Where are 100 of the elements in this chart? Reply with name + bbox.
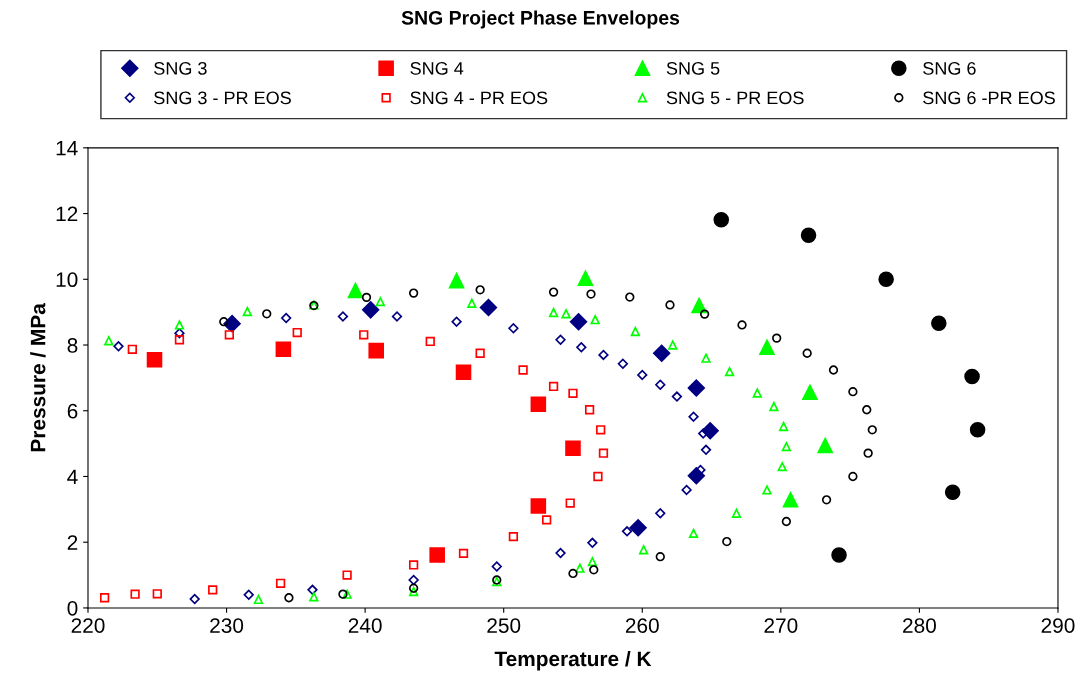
point [542,515,552,525]
point [491,561,502,572]
point [817,437,833,454]
point [508,531,519,542]
point [586,289,596,299]
y-tick-label: 6 [67,403,78,419]
point [621,526,633,537]
point [590,315,600,325]
x-tick-label: 280 [903,618,936,633]
point [587,556,598,567]
point [530,396,547,412]
point [555,334,566,345]
point [208,585,218,595]
point [280,312,292,324]
x-tick-label: 270 [764,618,798,633]
point [361,292,372,303]
x-tick-label: 240 [348,618,382,633]
point [359,330,369,340]
point [307,584,318,596]
y-tick-label: 14 [56,141,78,156]
point [687,379,706,397]
point [275,578,286,588]
point [338,589,348,599]
x-tick-label: 250 [487,618,521,633]
point [688,528,699,538]
y-tick-label: 8 [67,338,78,353]
point [458,548,469,559]
point [347,282,364,299]
point [577,270,594,287]
point [862,405,872,415]
point [292,327,302,338]
point [342,570,352,580]
point [655,379,666,390]
point [104,336,114,346]
point [777,461,787,472]
point [152,589,162,599]
point [655,508,666,519]
point [665,300,675,310]
point [617,358,629,369]
point [752,388,762,398]
point [828,365,839,375]
legend-label: SNG 3 - PR EOS [154,91,291,105]
point [598,448,609,458]
y-tick-label: 4 [67,469,78,485]
y-tick-label: 12 [56,206,78,222]
point [781,441,792,452]
x-tick-label: 290 [1041,618,1075,633]
point [565,498,575,508]
legend-label: SNG 5 [666,61,720,75]
point [821,495,832,505]
point [425,336,435,347]
point [569,312,588,331]
y-axis-title: Pressure / MPa [30,303,46,452]
point [284,593,294,603]
point [113,341,124,352]
point [700,444,712,456]
point [174,328,185,339]
point [737,320,747,330]
point [722,536,732,547]
point [593,471,603,482]
point [467,298,477,308]
point [375,296,386,307]
point [408,583,419,593]
x-tick-label: 230 [210,618,244,633]
x-axis-title: Temperature / K [494,650,652,671]
legend-label: SNG 6 [923,61,976,75]
point [479,298,498,317]
point [831,547,847,563]
point [688,411,699,422]
point [637,369,648,381]
point [848,471,858,482]
point [368,342,384,359]
legend-label: SNG 4 - PR EOS [410,91,548,105]
point [408,560,419,570]
point [671,391,683,402]
point [219,317,229,327]
point [548,287,559,297]
point [448,272,465,289]
y-tick-label: 0 [67,600,78,616]
point [668,340,678,350]
point [724,366,735,377]
point [589,565,599,575]
point [598,349,609,361]
point [848,387,858,397]
point [781,516,792,527]
point [408,574,419,586]
point [802,384,818,401]
point [778,421,789,432]
point [530,498,547,514]
point [699,309,710,319]
point [243,589,254,600]
chart-title: SNG Project Phase Envelopes [401,10,680,29]
point [342,589,352,599]
point [189,593,200,605]
y-tick-label: 10 [56,272,78,288]
point [701,353,711,363]
point [262,309,272,319]
point [863,448,873,458]
point [408,586,419,597]
point [625,292,635,302]
